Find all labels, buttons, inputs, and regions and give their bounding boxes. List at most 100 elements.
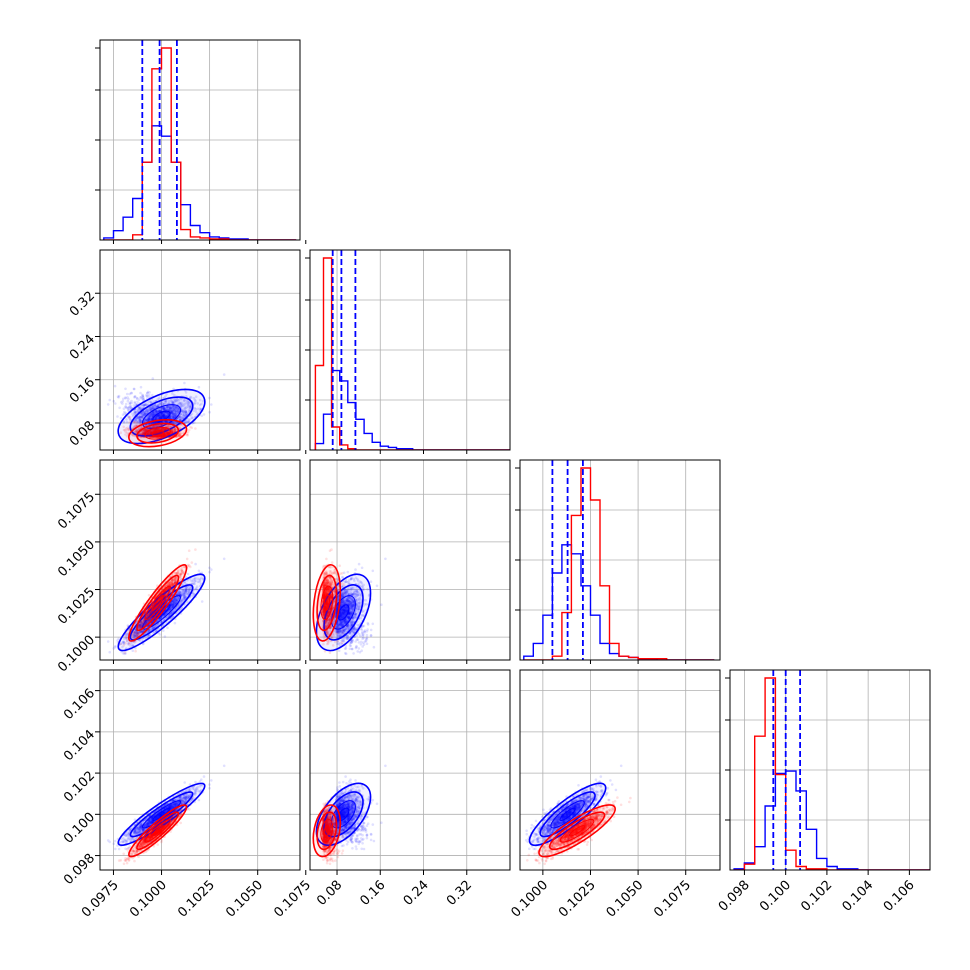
scatter-point	[151, 429, 154, 432]
scatter-point	[133, 424, 137, 428]
scatter-point	[116, 415, 119, 418]
scatter-point	[165, 420, 168, 423]
scatter-point	[143, 428, 146, 432]
scatter-point	[163, 635, 167, 638]
scatter-point	[151, 435, 154, 439]
scatter-point	[132, 387, 136, 391]
scatter-point	[165, 431, 169, 435]
scatter-point	[119, 416, 123, 420]
scatter-point	[165, 432, 168, 435]
scatter-point	[159, 435, 163, 438]
scatter-point	[138, 427, 141, 430]
scatter-point	[174, 428, 177, 431]
scatter-point	[164, 428, 167, 431]
scatter-point	[163, 428, 166, 431]
scatter-point	[139, 391, 142, 395]
scatter-point	[112, 399, 115, 403]
scatter-point	[122, 397, 125, 401]
scatter-point	[151, 377, 155, 380]
scatter-point	[130, 391, 133, 395]
scatter-point	[166, 431, 169, 435]
scatter-point	[147, 593, 151, 597]
scatter-point	[140, 430, 144, 434]
scatter-point	[132, 434, 135, 437]
scatter-point	[125, 428, 129, 432]
scatter-point	[124, 427, 128, 430]
scatter-point	[147, 431, 151, 435]
scatter-point	[145, 393, 148, 397]
scatter-point	[135, 429, 139, 433]
scatter-point	[118, 406, 121, 410]
scatter-point	[151, 393, 154, 397]
scatter-point	[144, 429, 148, 432]
panel-grid-2-1	[310, 460, 510, 660]
scatter-point	[134, 430, 138, 434]
scatter-point	[173, 427, 177, 431]
scatter-point	[142, 432, 146, 436]
scatter-point	[140, 433, 144, 436]
scatter-point	[146, 432, 150, 436]
scatter-point	[154, 417, 158, 420]
scatter-point	[152, 425, 156, 429]
panel-grid-1-0	[100, 250, 300, 450]
scatter-point	[160, 434, 163, 438]
scatter-point	[163, 428, 166, 431]
scatter-point	[166, 431, 170, 435]
scatter-point	[163, 427, 167, 431]
scatter-point	[135, 421, 139, 424]
scatter-point	[114, 402, 117, 405]
scatter-point	[166, 431, 170, 435]
scatter-point	[136, 400, 139, 404]
scatter-point	[157, 435, 161, 439]
scatter-point	[146, 390, 150, 394]
scatter-point	[124, 402, 128, 406]
scatter-point	[121, 413, 125, 417]
scatter-point	[202, 413, 206, 416]
scatter-point	[179, 418, 183, 422]
scatter-point	[146, 433, 149, 436]
scatter-point	[181, 424, 185, 428]
panel-grid-2-2	[520, 460, 720, 660]
scatter-point	[135, 429, 138, 433]
scatter-point	[138, 398, 141, 402]
scatter-point	[128, 416, 131, 420]
scatter-point	[173, 430, 177, 433]
scatter-point	[154, 428, 157, 431]
scatter-point	[189, 565, 192, 569]
panel-grid-0-0	[100, 40, 300, 240]
scatter-point	[137, 422, 141, 426]
scatter-point	[139, 385, 143, 389]
scatter-point	[162, 433, 166, 437]
scatter-point	[136, 427, 140, 431]
scatter-point	[143, 428, 146, 432]
scatter-point	[179, 423, 183, 427]
scatter-point	[158, 435, 161, 439]
scatter-point	[208, 410, 211, 414]
scatter-point	[163, 432, 167, 436]
scatter-point	[159, 428, 162, 431]
scatter-point	[163, 433, 167, 436]
scatter-point	[135, 423, 139, 426]
scatter-point	[157, 427, 160, 431]
scatter-point	[153, 431, 156, 435]
scatter-point	[126, 426, 129, 430]
scatter-point	[177, 433, 181, 437]
scatter-point	[128, 415, 132, 419]
scatter-point	[152, 425, 156, 428]
scatter-point	[144, 427, 148, 431]
scatter-point	[121, 399, 125, 403]
scatter-point	[156, 427, 160, 431]
scatter-point	[161, 427, 164, 431]
scatter-point	[163, 433, 166, 437]
scatter-point	[122, 428, 126, 432]
scatter-point	[165, 432, 168, 436]
scatter-point	[169, 425, 173, 428]
scatter-point	[116, 639, 119, 642]
scatter-point	[141, 432, 144, 435]
scatter-point	[143, 428, 147, 432]
scatter-point	[135, 429, 139, 432]
scatter-point	[173, 428, 176, 432]
scatter-point	[124, 387, 127, 391]
scatter-point	[189, 425, 192, 429]
scatter-point	[154, 431, 158, 434]
